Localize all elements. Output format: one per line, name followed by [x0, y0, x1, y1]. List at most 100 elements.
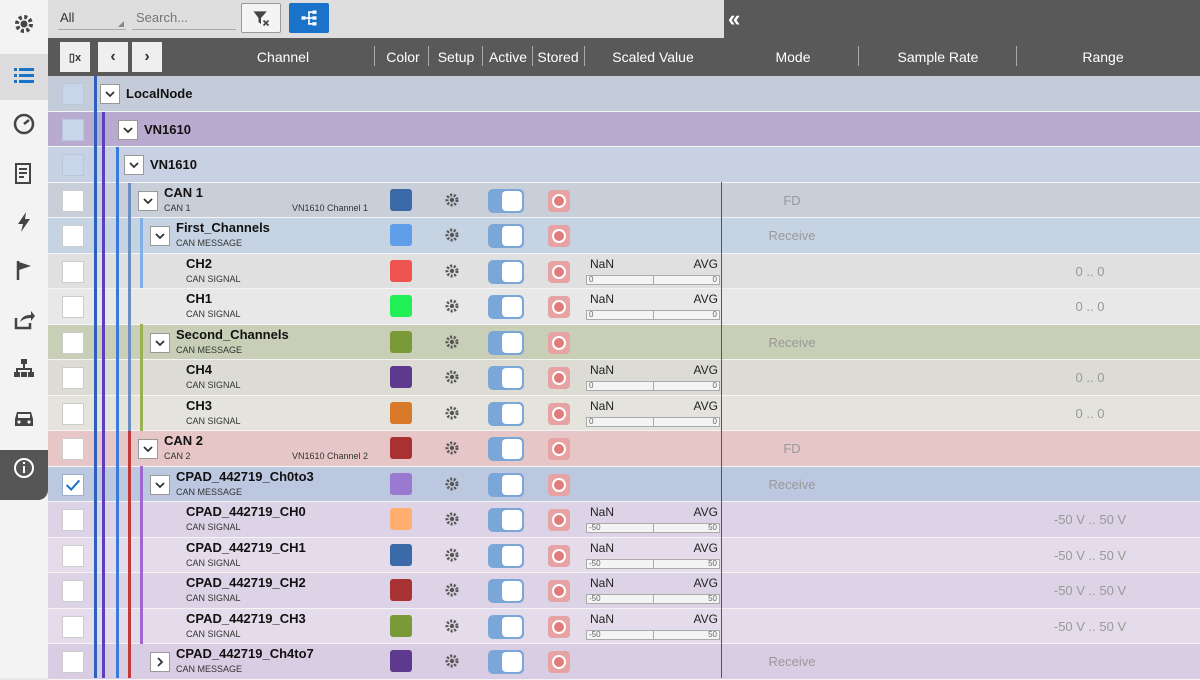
color-swatch[interactable]	[390, 543, 412, 566]
column-scaled-value[interactable]: Scaled Value	[612, 49, 694, 65]
previous-button[interactable]: ‹	[98, 42, 128, 72]
lightning-icon[interactable]	[8, 206, 40, 238]
tree-row[interactable]: CPAD_442719_CH2 CAN SIGNAL NaN AVG -50 50 -50 …	[48, 573, 1200, 609]
gear-icon[interactable]	[444, 227, 460, 243]
tree-row[interactable]: CPAD_442719_CH1 CAN SIGNAL NaN AVG -50 50 -50 …	[48, 537, 1200, 573]
expand-toggle[interactable]	[150, 332, 170, 353]
gauge-icon[interactable]	[8, 108, 40, 140]
collapse-panel-button[interactable]: «	[728, 6, 754, 32]
active-toggle[interactable]	[488, 508, 524, 532]
stored-record-button[interactable]	[548, 225, 570, 247]
row-checkbox[interactable]	[62, 367, 84, 389]
tree-row[interactable]: CH4 CAN SIGNAL NaN AVG 0 0 0 .. 0	[48, 360, 1200, 396]
active-toggle[interactable]	[488, 259, 524, 284]
stored-record-button[interactable]	[548, 331, 570, 354]
tree-row[interactable]: CPAD_442719_CH0 CAN SIGNAL NaN AVG -50 50 -50 …	[48, 502, 1200, 538]
flag-icon[interactable]	[8, 254, 40, 286]
active-toggle[interactable]	[488, 650, 524, 674]
stored-record-button[interactable]	[548, 651, 570, 673]
tree-row[interactable]: CPAD_442719_Ch0to3 CAN MESSAGE Receive	[48, 466, 1200, 502]
gear-icon[interactable]	[444, 369, 460, 385]
stored-record-button[interactable]	[548, 260, 570, 283]
active-toggle[interactable]	[488, 330, 524, 355]
color-swatch[interactable]	[390, 330, 412, 353]
export-icon[interactable]	[8, 304, 40, 336]
column-stored[interactable]: Stored	[537, 49, 579, 65]
tree-row[interactable]: First_Channels CAN MESSAGE Receive	[48, 218, 1200, 254]
report-icon[interactable]	[8, 158, 40, 190]
expand-toggle[interactable]	[150, 226, 170, 246]
column-setup[interactable]: Setup	[437, 49, 475, 65]
column-color[interactable]: Color	[386, 49, 420, 65]
clear-selection-button[interactable]: ▯x	[60, 42, 90, 72]
row-checkbox[interactable]	[62, 438, 84, 460]
tree-row[interactable]: CAN 1 CAN 1 VN1610 Channel 1 FD	[48, 182, 1200, 218]
active-toggle[interactable]	[488, 437, 524, 461]
row-checkbox[interactable]	[62, 509, 84, 531]
color-swatch[interactable]	[390, 437, 412, 459]
row-checkbox[interactable]	[62, 154, 84, 176]
info-icon[interactable]	[8, 452, 40, 484]
row-checkbox[interactable]	[62, 651, 84, 673]
row-checkbox[interactable]	[62, 580, 84, 602]
color-swatch[interactable]	[390, 188, 412, 211]
column-range[interactable]: Range	[1082, 49, 1124, 65]
gear-icon[interactable]	[444, 653, 460, 669]
gear-icon[interactable]	[444, 334, 460, 350]
tree-row[interactable]: CH3 CAN SIGNAL NaN AVG 0 0 0 .. 0	[48, 395, 1200, 431]
tree-row[interactable]: CH2 CAN SIGNAL NaN AVG 0 0 0 .. 0	[48, 253, 1200, 289]
active-toggle[interactable]	[488, 188, 524, 213]
gear-icon[interactable]	[444, 405, 460, 421]
stored-record-button[interactable]	[548, 580, 570, 602]
gear-icon[interactable]	[444, 440, 460, 456]
color-swatch[interactable]	[390, 259, 412, 282]
active-toggle[interactable]	[488, 543, 524, 568]
color-swatch[interactable]	[390, 366, 412, 388]
gear-icon[interactable]	[444, 618, 460, 634]
active-toggle[interactable]	[488, 401, 524, 426]
column-mode[interactable]: Mode	[775, 49, 811, 65]
list-icon[interactable]	[8, 60, 40, 92]
column-active[interactable]: Active	[488, 49, 528, 65]
color-swatch[interactable]	[390, 224, 412, 246]
search-input[interactable]	[132, 6, 236, 30]
gear-icon[interactable]	[444, 547, 460, 563]
expand-toggle[interactable]	[150, 652, 170, 672]
active-toggle[interactable]	[488, 224, 524, 248]
stored-record-button[interactable]	[548, 438, 570, 460]
gear-icon[interactable]	[444, 511, 460, 527]
stored-record-button[interactable]	[548, 296, 570, 318]
tree-row[interactable]: CPAD_442719_Ch4to7 CAN MESSAGE Receive	[48, 644, 1200, 680]
expand-toggle[interactable]	[150, 474, 170, 495]
color-swatch[interactable]	[390, 579, 412, 601]
stored-record-button[interactable]	[548, 189, 570, 212]
network-icon[interactable]	[8, 352, 40, 384]
expand-toggle[interactable]	[124, 155, 144, 175]
row-checkbox[interactable]	[62, 615, 84, 638]
column-channel[interactable]: Channel	[256, 49, 310, 65]
tree-row[interactable]: VN1610	[48, 111, 1200, 147]
next-button[interactable]: ›	[132, 42, 162, 72]
color-swatch[interactable]	[390, 401, 412, 424]
tree-row[interactable]: CAN 2 CAN 2 VN1610 Channel 2 FD	[48, 431, 1200, 467]
tree-row[interactable]: LocalNode	[48, 76, 1200, 112]
row-checkbox[interactable]	[62, 225, 84, 247]
tree-row[interactable]: CH1 CAN SIGNAL NaN AVG 0 0 0 .. 0	[48, 289, 1200, 325]
expand-toggle[interactable]	[138, 190, 158, 211]
tree-row[interactable]: Second_Channels CAN MESSAGE Receive	[48, 324, 1200, 360]
row-checkbox[interactable]	[62, 544, 84, 567]
row-checkbox[interactable]	[62, 118, 84, 141]
row-checkbox[interactable]	[62, 331, 84, 354]
gear-icon[interactable]	[444, 263, 460, 279]
stored-record-button[interactable]	[548, 367, 570, 389]
row-checkbox[interactable]	[62, 260, 84, 283]
stored-record-button[interactable]	[548, 509, 570, 531]
stored-record-button[interactable]	[548, 615, 570, 638]
row-checkbox[interactable]	[62, 296, 84, 318]
expand-toggle[interactable]	[100, 84, 120, 104]
row-checkbox[interactable]	[62, 83, 84, 105]
tree-view-button[interactable]	[289, 3, 329, 33]
row-checkbox[interactable]	[62, 473, 84, 496]
gear-icon[interactable]	[444, 582, 460, 598]
column-sample-rate[interactable]: Sample Rate	[897, 49, 979, 65]
